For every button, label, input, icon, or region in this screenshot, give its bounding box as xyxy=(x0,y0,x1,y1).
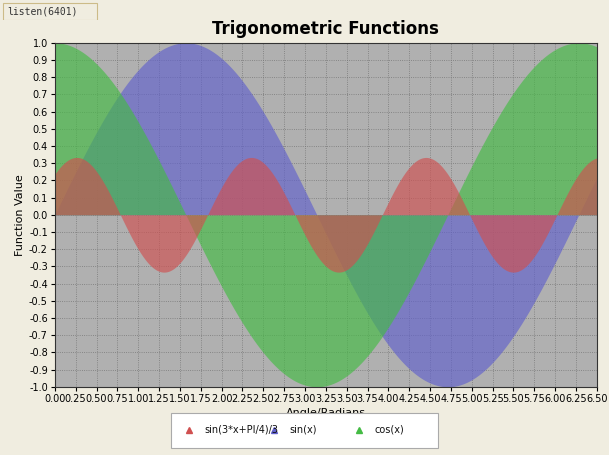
Polygon shape xyxy=(3,3,97,20)
Text: sin(3*x+PI/4)/3: sin(3*x+PI/4)/3 xyxy=(204,425,278,435)
X-axis label: Angle/Radians: Angle/Radians xyxy=(286,408,366,418)
Text: cos(x): cos(x) xyxy=(375,425,404,435)
Title: Trigonometric Functions: Trigonometric Functions xyxy=(213,20,439,38)
Y-axis label: Function Value: Function Value xyxy=(15,174,25,256)
Text: listen(6401): listen(6401) xyxy=(7,6,78,16)
FancyBboxPatch shape xyxy=(171,413,438,448)
Text: sin(x): sin(x) xyxy=(289,425,317,435)
